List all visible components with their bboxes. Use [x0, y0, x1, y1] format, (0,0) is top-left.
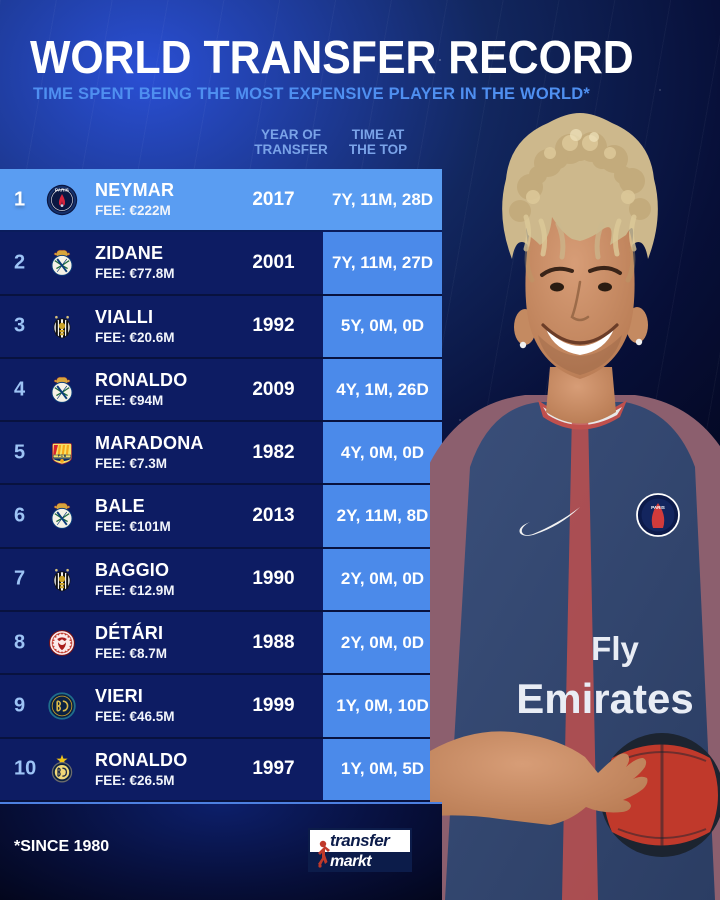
svg-text:Fly: Fly: [591, 630, 639, 667]
svg-text:PARIS: PARIS: [55, 187, 69, 192]
svg-text:F C B: F C B: [58, 454, 67, 458]
svg-text:PARIS: PARIS: [651, 505, 665, 510]
svg-text:Emirates: Emirates: [516, 675, 693, 722]
